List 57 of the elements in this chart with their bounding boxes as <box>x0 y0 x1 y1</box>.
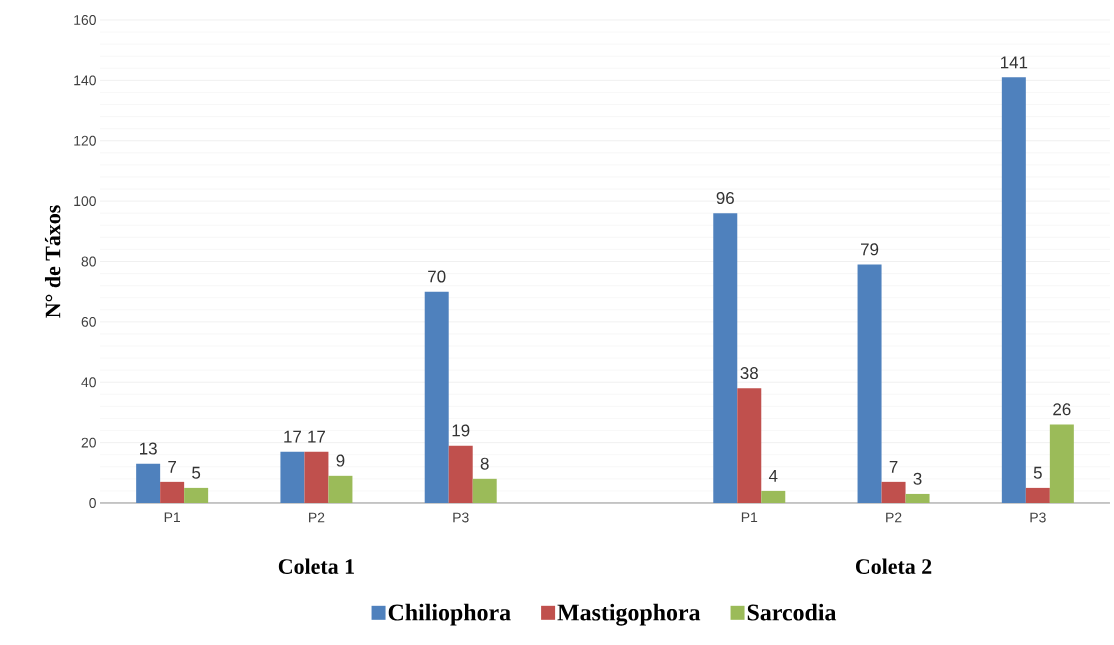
bar <box>304 451 329 503</box>
bar <box>1025 487 1050 503</box>
bar <box>472 478 497 503</box>
x-tick-label: P2 <box>309 512 325 523</box>
bar <box>1049 424 1074 503</box>
bar <box>184 487 209 503</box>
x-tick-label: P3 <box>453 512 469 523</box>
y-tick-label: 60 <box>81 316 96 327</box>
data-label: 70 <box>428 270 446 283</box>
data-label: 3 <box>913 472 922 485</box>
legend-label: Sarcodia <box>747 603 837 621</box>
data-label: 7 <box>168 461 176 473</box>
data-label: 4 <box>768 470 778 482</box>
data-label: 17 <box>308 430 325 443</box>
bar <box>328 475 353 503</box>
text: Coleta 2 <box>855 558 932 574</box>
y-tick-label: 160 <box>74 15 96 25</box>
bar <box>424 291 449 503</box>
data-label: 8 <box>480 457 489 470</box>
text: Coleta 1 <box>278 558 354 574</box>
data-label: 5 <box>1033 466 1042 479</box>
bar <box>761 490 786 503</box>
data-label: 19 <box>452 424 470 437</box>
y-tick-label: 100 <box>74 196 96 207</box>
y-tick-label: 140 <box>74 75 96 86</box>
data-label: 26 <box>1053 403 1071 416</box>
data-label: 9 <box>336 454 345 467</box>
data-label: 13 <box>140 442 157 455</box>
y-tick-label: 120 <box>74 135 96 146</box>
data-label: 7 <box>889 461 898 473</box>
data-label: 79 <box>861 243 879 256</box>
bar <box>737 388 762 503</box>
x-tick-label: P1 <box>741 512 758 523</box>
x-tick-label: P3 <box>1030 512 1046 523</box>
bar <box>448 445 473 503</box>
bar <box>1001 77 1026 503</box>
x-tick-label: P1 <box>164 512 180 523</box>
y-tick-label: 80 <box>81 256 96 267</box>
data-label: 38 <box>740 367 758 380</box>
y-tick-label: 40 <box>81 377 96 388</box>
data-label: 17 <box>284 430 301 443</box>
y-tick-label: 20 <box>81 437 96 448</box>
legend-label: Chiliophora <box>388 603 511 626</box>
y-axis-title: N° de Táxos <box>44 205 61 318</box>
bar <box>136 463 161 503</box>
data-label: 141 <box>1001 56 1028 69</box>
bar <box>905 493 930 503</box>
bar <box>280 451 305 503</box>
legend-label: Mastigophora <box>557 603 701 626</box>
y-tick-label: 0 <box>89 498 96 508</box>
data-label: 96 <box>716 191 734 204</box>
x-tick-label: P2 <box>886 512 902 523</box>
bar <box>881 481 906 503</box>
bar <box>160 481 185 503</box>
data-label: 5 <box>192 466 201 479</box>
bar <box>857 264 882 503</box>
bar <box>713 213 738 503</box>
